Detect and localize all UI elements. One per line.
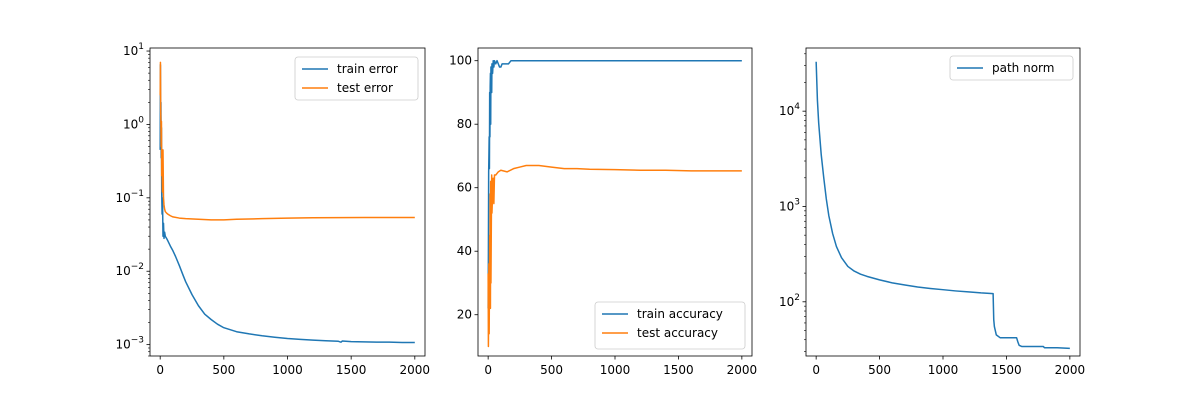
legend-box — [294, 56, 419, 101]
x-tick-label: 500 — [540, 363, 563, 377]
x-tick-label: 2000 — [400, 363, 431, 377]
legend-box — [594, 301, 746, 350]
x-tick-label: 1500 — [991, 363, 1022, 377]
y-tick-label: 10−1 — [115, 189, 144, 205]
x-tick-label: 1000 — [600, 363, 631, 377]
y-tick-label: 103 — [779, 197, 800, 213]
x-tick-label: 0 — [156, 363, 164, 377]
y-tick-label: 100 — [123, 115, 144, 131]
y-tick-label: 102 — [779, 293, 800, 309]
x-tick-label: 500 — [212, 363, 235, 377]
y-tick-label: 80 — [457, 117, 472, 131]
y-tick-label: 101 — [123, 42, 144, 58]
legend-label: train error — [337, 62, 398, 76]
y-tick-label: 40 — [457, 244, 472, 258]
path-norm-subplot: 0 500 1000 1500 2000 102 103 104 path norm — [779, 47, 1086, 377]
legend-label: train accuracy — [637, 307, 723, 321]
x-tick-label: 1000 — [272, 363, 303, 377]
x-tick-label: 1500 — [663, 363, 694, 377]
legend-box — [949, 55, 1074, 81]
y-tick-label: 20 — [457, 308, 472, 322]
error-subplot: 0 500 1000 1500 2000 10−3 10−2 10−1 100 101 train … — [115, 42, 430, 377]
legend-label: path norm — [992, 61, 1054, 75]
y-tick-label: 100 — [449, 54, 472, 68]
series-line-test-error — [159, 61, 415, 221]
series-line-path-norm — [815, 61, 1070, 350]
series-line-test-accuracy — [487, 164, 742, 348]
legend: train accuracy test accuracy — [594, 301, 746, 350]
y-tick-label: 104 — [779, 102, 800, 118]
y-tick-label: 10−2 — [115, 262, 144, 278]
legend: train error test error — [294, 56, 419, 101]
series-line-train-error — [159, 64, 415, 344]
x-tick-label: 2000 — [1055, 363, 1086, 377]
x-tick-label: 2000 — [727, 363, 758, 377]
x-tick-label: 0 — [812, 363, 820, 377]
legend: path norm — [949, 55, 1074, 81]
y-tick-label: 10−3 — [115, 336, 144, 352]
legend-label: test error — [337, 81, 393, 95]
accuracy-subplot: 0 500 1000 1500 2000 20 40 60 80 100 train accurac… — [449, 47, 758, 377]
x-tick-label: 0 — [484, 363, 492, 377]
y-tick-label: 60 — [457, 181, 472, 195]
series-line-train-accuracy — [487, 59, 742, 309]
x-tick-label: 1000 — [928, 363, 959, 377]
legend-label: test accuracy — [637, 326, 718, 340]
x-tick-label: 1500 — [336, 363, 367, 377]
x-tick-label: 500 — [868, 363, 891, 377]
